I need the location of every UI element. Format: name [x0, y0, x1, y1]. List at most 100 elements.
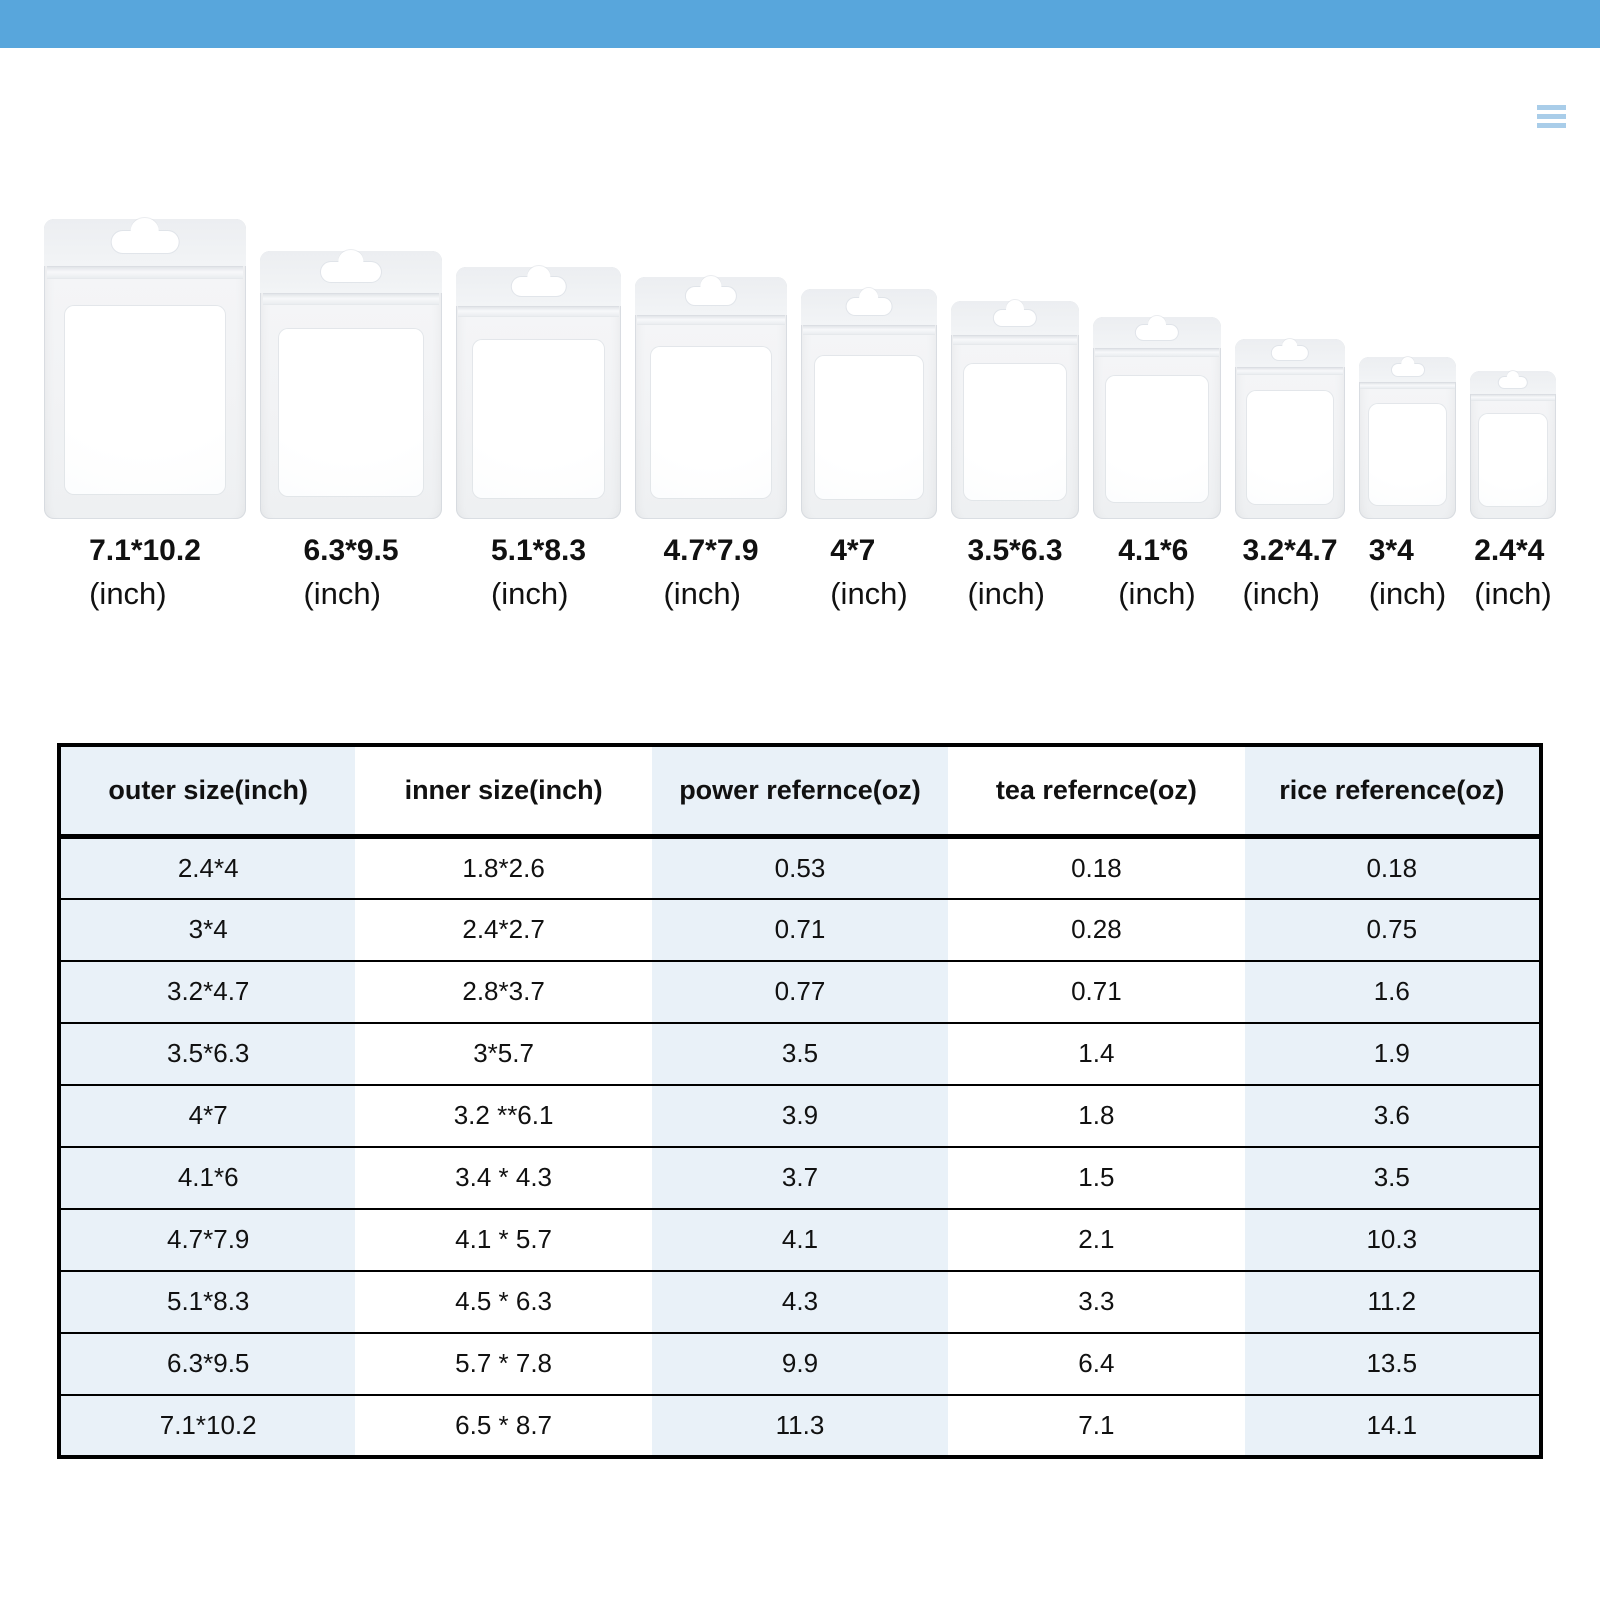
hang-hole-icon — [1391, 363, 1424, 376]
bag-size-label: 3*4 — [1368, 534, 1414, 567]
hamburger-menu-icon[interactable] — [1537, 105, 1566, 128]
table-cell: 0.75 — [1244, 897, 1541, 961]
table-cell: 1.8 — [948, 1083, 1245, 1147]
bag-item: 4*7 (inch) — [801, 289, 937, 612]
table-cell: 7.1*10.2 — [59, 1393, 356, 1457]
bag-flap — [951, 301, 1079, 335]
table-cell: 3*4 — [59, 897, 356, 961]
zipper-seal — [262, 292, 440, 305]
size-reference-table: outer size(inch) inner size(inch) power … — [57, 742, 1543, 1459]
col-header-rice-reference: rice reference(oz) — [1244, 744, 1541, 840]
bag-image — [1093, 317, 1221, 519]
table-cell: 0.28 — [948, 897, 1245, 961]
bag-image — [44, 219, 246, 519]
top-bar — [0, 0, 1600, 48]
zipper-seal — [1236, 366, 1344, 375]
hamburger-bar — [1537, 114, 1566, 119]
table-cell: 11.2 — [1244, 1269, 1541, 1333]
bag-window — [815, 355, 923, 500]
table-cell: 10.3 — [1244, 1207, 1541, 1271]
bag-item: 7.1*10.2 (inch) — [44, 219, 246, 612]
table-cell: 14.1 — [1244, 1393, 1541, 1457]
table-cell: 2.1 — [948, 1207, 1245, 1271]
table-header-row: outer size(inch) inner size(inch) power … — [59, 744, 1541, 840]
table-cell: 2.8*3.7 — [355, 959, 652, 1023]
table-cell: 11.3 — [651, 1393, 949, 1457]
bag-unit-label: (inch) — [663, 576, 741, 611]
table-cell: 3.3 — [948, 1269, 1245, 1333]
table-row: 3*4 2.4*2.7 0.71 0.28 0.75 — [59, 897, 1541, 961]
bag-window — [964, 364, 1066, 501]
table-row: 2.4*4 1.8*2.6 0.53 0.18 0.18 — [59, 835, 1541, 899]
table-row: 7.1*10.2 6.5 * 8.7 11.3 7.1 14.1 — [59, 1393, 1541, 1457]
bag-item: 3.2*4.7 (inch) — [1235, 339, 1345, 612]
table-cell: 2.4*4 — [59, 835, 356, 899]
table-cell: 7.1 — [948, 1393, 1245, 1457]
table-cell: 13.5 — [1244, 1331, 1541, 1395]
col-header-tea-reference: tea refernce(oz) — [948, 744, 1245, 840]
bag-window — [65, 306, 225, 494]
bag-flap — [44, 219, 246, 266]
table-cell: 3.2*4.7 — [59, 959, 356, 1023]
hang-hole-icon — [993, 309, 1037, 326]
bag-size-label: 5.1*8.3 — [490, 534, 587, 567]
bag-unit-label: (inch) — [830, 576, 908, 611]
table-cell: 0.71 — [651, 897, 949, 961]
zipper-seal — [803, 324, 935, 335]
bag-flap — [801, 289, 937, 325]
table-row: 3.2*4.7 2.8*3.7 0.77 0.71 1.6 — [59, 959, 1541, 1023]
zipper-seal — [1360, 382, 1455, 390]
zipper-seal — [952, 334, 1078, 345]
bag-item: 5.1*8.3 (inch) — [456, 267, 621, 612]
table-cell: 0.18 — [948, 835, 1245, 899]
bag-size-label: 3.5*6.3 — [967, 534, 1063, 567]
bag-item: 2.4*4 (inch) — [1470, 371, 1556, 612]
table-row: 4.7*7.9 4.1 * 5.7 4.1 2.1 10.3 — [59, 1207, 1541, 1271]
table-cell: 5.7 * 7.8 — [355, 1331, 652, 1395]
bag-size-label: 2.4*4 — [1474, 534, 1545, 567]
hamburger-bar — [1537, 105, 1566, 110]
table-cell: 3.5 — [1244, 1145, 1541, 1209]
table-cell: 1.5 — [948, 1145, 1245, 1209]
bag-size-label: 7.1*10.2 — [89, 534, 201, 567]
bag-item: 3.5*6.3 (inch) — [951, 301, 1079, 612]
table-cell: 1.8*2.6 — [355, 835, 652, 899]
table-cell: 1.6 — [1244, 959, 1541, 1023]
bag-flap — [456, 267, 621, 307]
bag-item: 4.1*6 (inch) — [1093, 317, 1221, 612]
bag-size-label: 4.7*7.9 — [663, 534, 759, 567]
bag-flap — [1235, 339, 1345, 367]
bag-unit-label: (inch) — [1368, 576, 1447, 611]
table-row: 4*7 3.2 **6.1 3.9 1.8 3.6 — [59, 1083, 1541, 1147]
bag-image — [635, 277, 787, 519]
table-row: 4.1*6 3.4 * 4.3 3.7 1.5 3.5 — [59, 1145, 1541, 1209]
bag-unit-label: (inch) — [490, 576, 569, 611]
bag-image — [260, 251, 442, 519]
table-cell: 0.77 — [651, 959, 949, 1023]
bag-image — [801, 289, 937, 519]
table-cell: 6.3*9.5 — [59, 1331, 356, 1395]
hang-hole-icon — [685, 286, 737, 305]
bag-window — [473, 340, 604, 498]
table-cell: 5.1*8.3 — [59, 1269, 356, 1333]
col-header-outer-size: outer size(inch) — [59, 744, 356, 840]
table-cell: 4.5 * 6.3 — [355, 1269, 652, 1333]
bag-flap — [1359, 357, 1456, 383]
table-cell: 9.9 — [651, 1331, 949, 1395]
bag-flap — [1470, 371, 1556, 394]
bag-window — [279, 328, 423, 497]
bag-image — [1235, 339, 1345, 519]
bag-window — [1246, 391, 1334, 504]
table-cell: 4.1*6 — [59, 1145, 356, 1209]
bag-flap — [1093, 317, 1221, 349]
zipper-seal — [637, 314, 785, 326]
table-cell: 6.4 — [948, 1331, 1245, 1395]
table-cell: 4*7 — [59, 1083, 356, 1147]
table-cell: 4.7*7.9 — [59, 1207, 356, 1271]
bag-size-label: 6.3*9.5 — [303, 534, 399, 567]
table-row: 3.5*6.3 3*5.7 3.5 1.4 1.9 — [59, 1021, 1541, 1085]
size-reference-section: outer size(inch) inner size(inch) power … — [57, 742, 1543, 1459]
zipper-seal — [1471, 393, 1555, 401]
bag-image — [456, 267, 621, 519]
bag-size-label: 4.1*6 — [1118, 534, 1189, 567]
